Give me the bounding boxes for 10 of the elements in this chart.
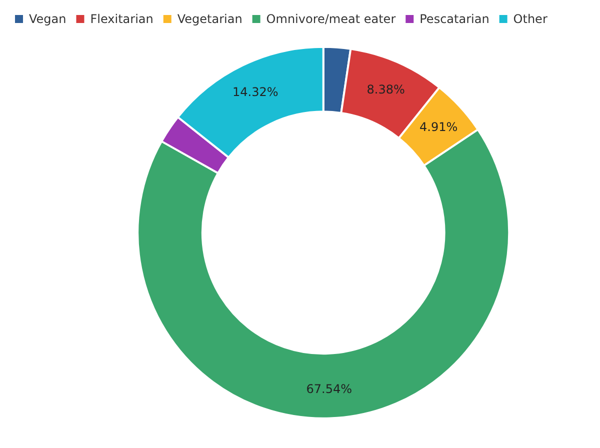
legend-label: Flexitarian bbox=[90, 12, 154, 26]
data-label: 67.54% bbox=[306, 382, 352, 396]
legend-label: Omnivore/meat eater bbox=[266, 12, 396, 26]
data-label: 8.38% bbox=[366, 82, 405, 96]
legend-label: Pescatarian bbox=[420, 12, 490, 26]
legend-label: Vegan bbox=[29, 12, 66, 26]
legend-label: Other bbox=[513, 12, 548, 26]
data-label: 14.32% bbox=[232, 84, 278, 99]
legend-label: Vegetarian bbox=[177, 12, 242, 26]
data-label: 4.91% bbox=[420, 120, 458, 134]
